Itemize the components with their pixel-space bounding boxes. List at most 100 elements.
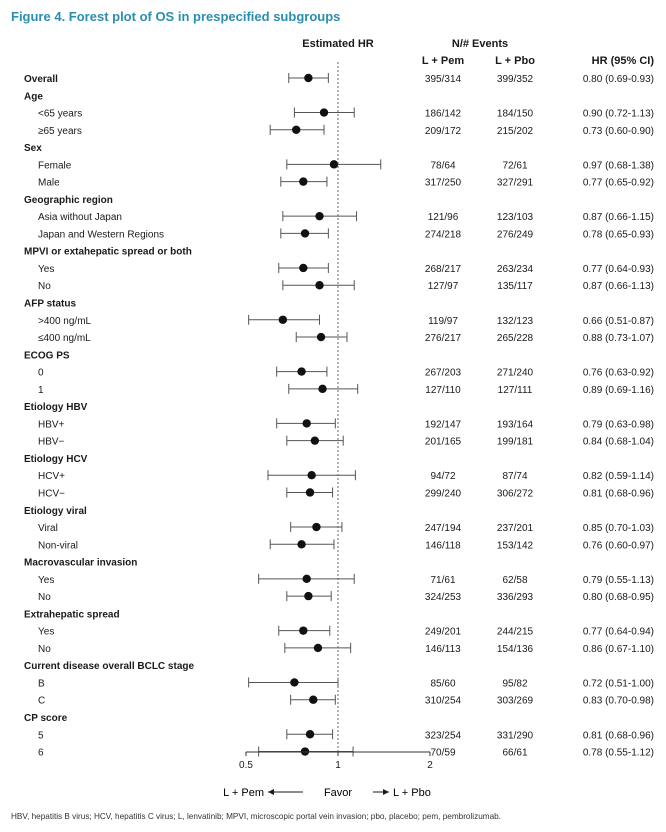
hr-point bbox=[315, 211, 324, 221]
subgroup-header-row: Etiology HBV bbox=[24, 402, 88, 413]
subgroup-label: ≤400 ng/mL bbox=[38, 333, 91, 344]
hr-point bbox=[310, 436, 320, 445]
favor-left-label: L + Pem bbox=[223, 787, 264, 799]
subgroup-header-row: Geographic region bbox=[24, 195, 113, 206]
arm1-events: 127/110 bbox=[425, 385, 461, 396]
favor-arrows bbox=[268, 789, 389, 795]
subgroup-label: HBV+ bbox=[38, 419, 65, 430]
subgroup-label: C bbox=[38, 696, 45, 707]
hr-point bbox=[304, 73, 313, 83]
hr-point bbox=[302, 574, 311, 584]
subgroup-label: Japan and Western Regions bbox=[38, 229, 164, 240]
hr-ci-value: 0.76 (0.60-0.97) bbox=[583, 540, 654, 551]
hr-ci-value: 0.77 (0.65-0.92) bbox=[583, 178, 654, 189]
subgroup-row: 0 267/203 271/240 0.76 (0.63-0.92) bbox=[38, 366, 654, 379]
hr-ci-value: 0.73 (0.60-0.90) bbox=[583, 126, 654, 137]
x-tick-label: 0.5 bbox=[239, 760, 253, 771]
arm2-events: 399/352 bbox=[497, 74, 534, 85]
hr-point bbox=[309, 695, 318, 704]
subgroup-row: Non-viral 146/118 153/142 0.76 (0.60-0.97) bbox=[38, 539, 654, 551]
subgroup-label: Yes bbox=[38, 627, 54, 638]
hr-ci-value: 0.97 (0.68-1.38) bbox=[583, 160, 654, 171]
subgroup-header-label: ECOG PS bbox=[24, 350, 70, 361]
hr-ci-value: 0.72 (0.51-1.00) bbox=[583, 678, 654, 689]
arm2-events: 66/61 bbox=[502, 748, 527, 759]
subgroup-header-row: Macrovascular invasion bbox=[24, 558, 137, 569]
subgroup-header-row: CP score bbox=[24, 713, 68, 724]
arm1-events: 146/118 bbox=[425, 540, 461, 551]
arm2-events: 263/234 bbox=[497, 264, 534, 275]
arm2-events: 87/74 bbox=[502, 471, 527, 482]
hr-ci-value: 0.76 (0.63-0.92) bbox=[583, 368, 654, 379]
subgroup-label: B bbox=[38, 678, 45, 689]
subgroup-header-label: Etiology HCV bbox=[24, 454, 88, 465]
footnote: HBV, hepatitis B virus; HCV, hepatitis C… bbox=[11, 812, 501, 821]
arm2-events: 336/293 bbox=[497, 592, 534, 603]
arm1-events: 146/113 bbox=[425, 644, 461, 655]
subgroup-row: Japan and Western Regions 274/218 276/249 0… bbox=[38, 228, 654, 240]
hr-point bbox=[318, 384, 327, 394]
hr-point bbox=[316, 332, 326, 342]
hr-point bbox=[319, 108, 329, 117]
subgroup-label: Overall bbox=[24, 74, 58, 85]
x-tick-label: 1 bbox=[335, 760, 341, 771]
subgroup-label: No bbox=[38, 281, 51, 292]
subgroup-header-label: Extrahepatic spread bbox=[24, 609, 120, 620]
hr-point bbox=[313, 643, 323, 653]
hr-ci-value: 0.90 (0.72-1.13) bbox=[583, 109, 654, 120]
subgroup-header-row: Current disease overall BCLC stage bbox=[24, 661, 194, 672]
subgroup-row: <65 years 186/142 184/150 0.90 (0.72-1.13) bbox=[38, 107, 654, 120]
subgroup-row: Overall 395/314 399/352 0.80 (0.69-0.93) bbox=[24, 73, 654, 85]
subgroup-row: Male 317/250 327/291 0.77 (0.65-0.92) bbox=[38, 176, 654, 189]
subgroup-header-label: CP score bbox=[24, 713, 68, 724]
arm1-events: 78/64 bbox=[430, 160, 455, 171]
arm2-events: 95/82 bbox=[502, 678, 527, 689]
subgroup-header-label: Macrovascular invasion bbox=[24, 558, 137, 569]
hr-point bbox=[305, 730, 315, 739]
hr-point bbox=[297, 540, 306, 549]
hr-ci-value: 0.79 (0.55-1.13) bbox=[583, 575, 654, 586]
hr-ci-value: 0.81 (0.68-0.96) bbox=[583, 488, 654, 499]
arm2-events: 184/150 bbox=[497, 109, 534, 120]
hr-ci-value: 0.83 (0.70-0.98) bbox=[583, 696, 654, 707]
subgroup-header-row: Extrahepatic spread bbox=[24, 609, 120, 620]
hr-ci-value: 0.87 (0.66-1.15) bbox=[583, 212, 654, 223]
arm2-events: 237/201 bbox=[497, 523, 534, 534]
subgroup-row: C 310/254 303/269 0.83 (0.70-0.98) bbox=[38, 694, 654, 707]
subgroup-row: HCV− 299/240 306/272 0.81 (0.68-0.96) bbox=[38, 487, 654, 499]
subgroup-header-row: Etiology HCV bbox=[24, 454, 88, 465]
subgroup-label: ≥65 years bbox=[38, 126, 82, 137]
arm2-events: 306/272 bbox=[497, 488, 534, 499]
hr-point bbox=[329, 160, 339, 169]
arm1-events: 323/254 bbox=[425, 730, 462, 741]
subgroup-row: ≤400 ng/mL 276/217 265/228 0.88 (0.73-1.07) bbox=[38, 332, 654, 344]
arm1-events: 267/203 bbox=[425, 368, 462, 379]
hr-ci-value: 0.66 (0.51-0.87) bbox=[583, 316, 654, 327]
hr-point bbox=[307, 471, 316, 480]
subgroup-label: No bbox=[38, 644, 51, 655]
subgroup-row: Yes 71/61 62/58 0.79 (0.55-1.13) bbox=[38, 573, 654, 586]
hr-point bbox=[299, 263, 308, 273]
subgroup-row: Asia without Japan 121/96 123/103 0.87 (0.6… bbox=[38, 211, 654, 223]
hr-ci-value: 0.78 (0.55-1.12) bbox=[583, 748, 654, 759]
arm2-events: 123/103 bbox=[497, 212, 534, 223]
hr-ci-value: 0.79 (0.63-0.98) bbox=[583, 419, 654, 430]
subgroup-row: HBV− 201/165 199/181 0.84 (0.68-1.04) bbox=[38, 435, 654, 448]
arm2-events: 72/61 bbox=[502, 160, 527, 171]
arm1-header: L + Pem bbox=[421, 55, 465, 67]
subgroup-row: Yes 249/201 244/215 0.77 (0.64-0.94) bbox=[38, 625, 654, 638]
subgroup-row: Yes 268/217 263/234 0.77 (0.64-0.93) bbox=[38, 262, 654, 275]
hr-ci-value: 0.78 (0.65-0.93) bbox=[583, 229, 654, 240]
arm1-events: 249/201 bbox=[425, 627, 462, 638]
arm2-events: 271/240 bbox=[497, 368, 534, 379]
arm2-events: 199/181 bbox=[497, 437, 534, 448]
hr-ci-value: 0.87 (0.66-1.13) bbox=[583, 281, 654, 292]
subgroup-label: Viral bbox=[38, 523, 58, 534]
favor-center-label: Favor bbox=[324, 787, 352, 799]
subgroup-row: No 146/113 154/136 0.86 (0.67-1.10) bbox=[38, 642, 654, 655]
arm2-events: 62/58 bbox=[502, 575, 527, 586]
subgroup-row: B 85/60 95/82 0.72 (0.51-1.00) bbox=[38, 677, 654, 689]
subgroup-label: Yes bbox=[38, 264, 54, 275]
subgroup-label: 1 bbox=[38, 385, 44, 396]
